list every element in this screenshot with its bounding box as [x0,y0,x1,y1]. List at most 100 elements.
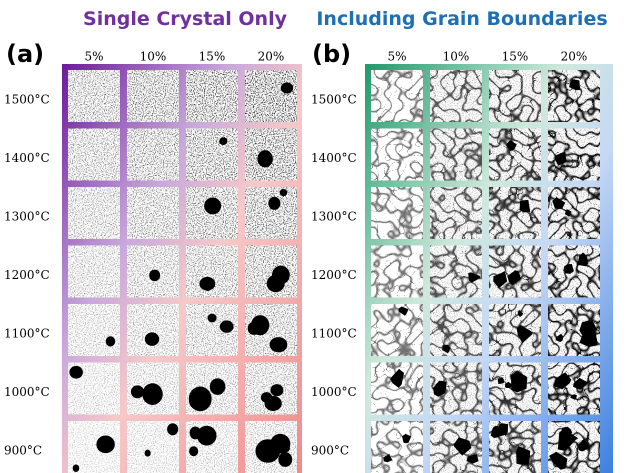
precipitate [204,285,212,292]
micrograph [548,362,600,415]
column-label: 10% [443,50,470,64]
cell-texture [430,187,482,239]
cell-texture [127,70,179,122]
micrograph [548,187,600,239]
precipitate [442,344,451,354]
micrograph [489,421,541,473]
cell-texture [430,245,482,298]
row-label: 1500°C [4,93,50,107]
micrograph [127,70,179,122]
precipitate [130,385,144,399]
micrograph [548,304,600,356]
precipitate [390,368,404,388]
precipitate [564,209,572,217]
precipitate [516,446,531,465]
cell-texture [127,128,179,181]
precipitate [189,446,199,457]
precipitate [573,377,589,390]
precipitate [552,197,566,210]
precipitate [149,269,161,282]
precipitate [199,276,216,291]
column-label: 20% [258,50,285,64]
cell-texture [430,128,482,181]
micrograph [186,187,238,239]
precipitate [278,452,293,467]
column-label: 15% [199,50,226,64]
precipitate [554,152,567,166]
cell-texture [371,304,423,356]
precipitate [433,380,447,397]
precipitate [577,439,590,452]
row-label: 900°C [4,444,42,458]
cell-texture [489,128,541,181]
micrograph [68,245,120,298]
precipitate [144,449,151,457]
micrograph [127,421,179,473]
cell-texture [371,70,423,122]
cell-texture [430,304,482,356]
precipitate [257,150,273,168]
precipitate [398,306,409,316]
cell-texture [548,70,600,122]
precipitate [579,328,598,347]
cell-texture [186,70,238,122]
precipitate [96,435,115,454]
precipitate [142,383,163,405]
micrograph [489,304,541,356]
micrograph [245,128,297,181]
row-label: 1200°C [311,268,357,282]
micrograph [186,128,238,181]
micrograph [245,70,297,122]
column-label: 15% [502,50,529,64]
micrograph [371,128,423,181]
cell-texture [489,70,541,122]
precipitate [497,377,505,385]
precipitate [279,188,288,197]
precipitate [453,437,472,456]
micrograph [245,362,297,415]
precipitate [105,336,116,347]
row-label: 900°C [311,444,349,458]
micrograph [371,245,423,298]
precipitate [466,454,479,464]
precipitate [577,252,588,267]
precipitate [555,333,564,342]
micrograph [489,70,541,122]
precipitate [209,378,226,395]
cell-texture [127,187,179,239]
cell-texture [127,304,179,356]
precipitate [507,270,522,286]
micrograph [68,304,120,356]
cell-texture [186,245,238,298]
row-label: 1300°C [4,210,50,224]
cell-texture [68,70,120,122]
precipitate [219,320,234,333]
micrograph [371,421,423,473]
cell-texture [68,187,120,239]
precipitate [207,313,217,323]
panel-label: (b) [312,40,351,68]
precipitate [196,425,217,446]
column-label: 5% [387,50,406,64]
cell-texture [548,421,600,473]
panel-title: Single Crystal Only [83,8,288,30]
precipitate [247,321,260,335]
cell-texture [489,304,541,356]
row-label: 1100°C [311,327,357,341]
micrograph [430,304,482,356]
micrograph [127,245,179,298]
cell-texture [245,187,297,239]
cell-texture [371,362,423,415]
cell-texture [245,70,297,122]
precipitate [255,439,281,463]
precipitate [189,392,206,410]
micrograph [489,187,541,239]
micrograph [548,421,600,473]
row-label: 1000°C [311,385,357,399]
cell-texture [371,128,423,181]
micrograph [186,421,238,473]
cell-texture [548,245,600,298]
precipitate [553,372,572,390]
cell-texture [68,304,120,356]
cell-texture [371,187,423,239]
